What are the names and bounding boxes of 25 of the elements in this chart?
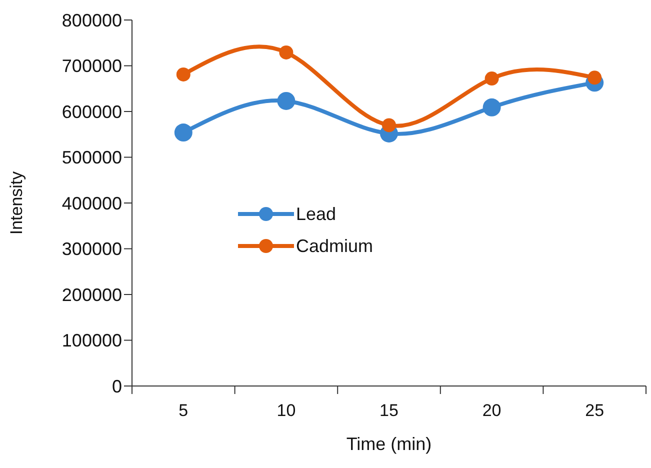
- point: [279, 45, 294, 60]
- point: [176, 67, 190, 82]
- point: [174, 124, 192, 142]
- x-tick-label: 25: [585, 401, 604, 420]
- y-tick-label: 700000: [62, 56, 122, 76]
- y-tick-label: 400000: [62, 193, 122, 214]
- y-axis-title: Intensity: [7, 170, 26, 235]
- y-tick-label: 300000: [62, 239, 122, 260]
- point: [482, 98, 501, 116]
- y-tick-label: 0: [112, 376, 122, 396]
- x-tick-label: 15: [380, 401, 398, 420]
- point: [382, 118, 396, 132]
- point: [277, 92, 296, 110]
- y-tick-label: 800000: [62, 10, 122, 30]
- legend-label: Cadmium: [296, 236, 374, 256]
- y-tick-label: 100000: [62, 330, 122, 351]
- y-tick-label: 200000: [62, 284, 122, 305]
- x-tick-label: 5: [178, 401, 188, 420]
- y-tick-label: 600000: [62, 102, 122, 122]
- x-tick-label: 10: [276, 401, 296, 420]
- x-axis-title: Time (min): [346, 434, 432, 454]
- point: [484, 72, 499, 86]
- x-tick-label: 20: [482, 401, 502, 420]
- legend-label: Lead: [296, 204, 336, 224]
- y-tick-label: 500000: [62, 148, 122, 168]
